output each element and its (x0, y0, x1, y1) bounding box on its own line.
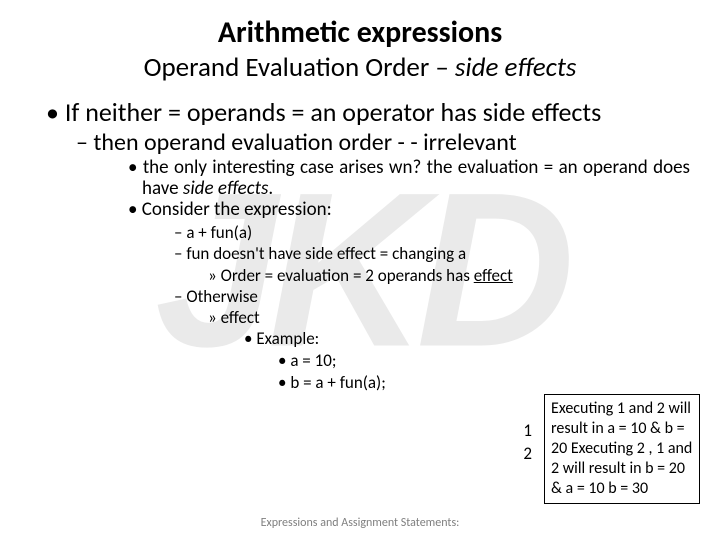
bullet-level-3: the only interesting case arises wn? the… (92, 158, 690, 394)
bullet-level-5b: effect Example: a = 10; b = a + fun(a); (188, 307, 690, 395)
l1-item: If neither = operands = an operator has … (66, 98, 690, 395)
bullet-level-7: a = 10; b = a + fun(a); (256, 350, 690, 394)
slide-footer: Expressions and Assignment Statements: (0, 516, 720, 530)
line-num-1: 1 (523, 420, 532, 443)
subtitle-italic: side effects (455, 51, 576, 84)
l5a-p1: Order = evaluation = 2 operands has (221, 265, 474, 286)
bullet-level-5a: Order = evaluation = 2 operands has effe… (188, 265, 690, 286)
l3-item-b: Consider the expression: a + fun(a) fun … (142, 200, 690, 395)
l7-item-b: b = a + fun(a); (290, 372, 690, 394)
slide-subtitle: Operand Evaluation Order – side effects (30, 51, 690, 84)
l6a-text: Example: (256, 328, 319, 349)
l4c-text: Otherwise (186, 286, 258, 307)
bullet-level-6: Example: a = 10; b = a + fun(a); (222, 328, 690, 394)
l4-item-c: Otherwise effect Example: (188, 286, 690, 395)
line-num-2: 2 (523, 443, 532, 466)
subtitle-plain: Operand Evaluation Order – (144, 51, 455, 84)
l5b-text: effect (221, 307, 260, 328)
l5-item-b: effect Example: a = 10; b = a + fun(a); (222, 307, 690, 395)
bullet-level-1: If neither = operands = an operator has … (30, 98, 690, 395)
l4b-text: fun doesn't have side effect = changing … (186, 243, 466, 264)
l3-item-a: the only interesting case arises wn? the… (142, 158, 690, 199)
l2-item: then operand evaluation order - - irrele… (92, 130, 690, 394)
l4-item-a: a + fun(a) (188, 222, 690, 243)
bullet-level-2: then operand evaluation order - - irrele… (66, 130, 690, 394)
bullet-level-4: a + fun(a) fun doesn't have side effect … (142, 222, 690, 395)
example-line-numbers: 1 2 (523, 420, 532, 466)
execution-note-box: Executing 1 and 2 will result in a = 10 … (544, 394, 700, 504)
l6-item-a: Example: a = 10; b = a + fun(a); (256, 328, 690, 394)
l7-item-a: a = 10; (290, 350, 690, 372)
slide-title: Arithmetic expressions (30, 14, 690, 51)
slide-body: Arithmetic expressions Operand Evaluatio… (0, 0, 720, 540)
l4-item-b: fun doesn't have side effect = changing … (188, 243, 690, 286)
l2-text: then operand evaluation order - - irrele… (93, 128, 516, 157)
l5a-underline: effect (474, 265, 513, 286)
l5-item-a: Order = evaluation = 2 operands has effe… (222, 265, 690, 286)
l1-text: If neither = operands = an operator has … (65, 96, 601, 128)
l3b-text: Consider the expression: (142, 198, 332, 221)
